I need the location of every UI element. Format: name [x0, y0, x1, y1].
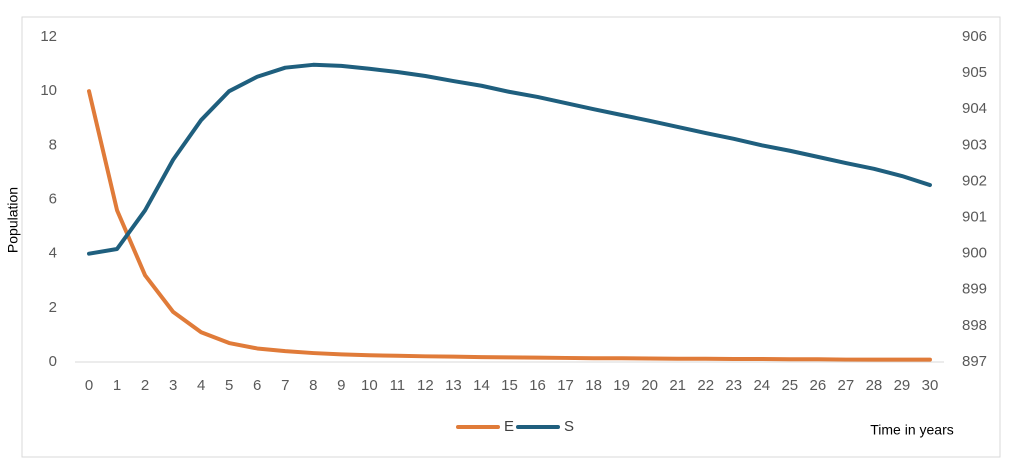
y2-tick-label: 899 — [962, 281, 987, 298]
y2-tick-label: 900 — [962, 245, 987, 262]
x-tick-label: 13 — [445, 377, 462, 394]
x-tick-label: 0 — [85, 377, 93, 394]
x-axis-title: Time in years — [870, 422, 954, 438]
x-tick-label: 23 — [725, 377, 742, 394]
y2-tick-label: 906 — [962, 28, 987, 45]
x-tick-label: 5 — [225, 377, 233, 394]
y2-tick-label: 901 — [962, 209, 987, 226]
x-tick-label: 15 — [501, 377, 518, 394]
x-tick-label: 3 — [169, 377, 177, 394]
y-axis-title: Population — [5, 187, 21, 253]
y2-tick-label: 898 — [962, 317, 987, 334]
x-tick-label: 7 — [281, 377, 289, 394]
x-tick-label: 19 — [613, 377, 630, 394]
y-tick-label: 0 — [49, 353, 57, 370]
y-tick-label: 2 — [49, 299, 57, 316]
x-tick-label: 27 — [838, 377, 855, 394]
x-tick-label: 28 — [866, 377, 883, 394]
x-tick-label: 2 — [141, 377, 149, 394]
series-line — [87, 89, 932, 362]
y-tick-label: 12 — [40, 28, 57, 45]
x-tick-label: 26 — [810, 377, 827, 394]
x-tick-label: 1 — [113, 377, 121, 394]
y2-tick-label: 905 — [962, 64, 987, 81]
y2-tick-label: 904 — [962, 100, 987, 117]
x-tick-label: 6 — [253, 377, 261, 394]
legend-label: S — [564, 418, 574, 435]
x-tick-label: 4 — [197, 377, 205, 394]
x-tick-label: 10 — [361, 377, 378, 394]
x-tick-label: 8 — [309, 377, 317, 394]
x-tick-label: 9 — [337, 377, 345, 394]
y-tick-label: 8 — [49, 136, 57, 153]
x-tick-label: 25 — [781, 377, 798, 394]
x-tick-label: 11 — [390, 377, 406, 394]
x-tick-label: 14 — [473, 377, 490, 394]
x-tick-label: 18 — [585, 377, 602, 394]
x-tick-label: 29 — [894, 377, 911, 394]
x-tick-label: 24 — [753, 377, 770, 394]
x-tick-label: 30 — [922, 377, 939, 394]
legend-label: E — [504, 418, 514, 435]
y2-tick-label: 897 — [962, 353, 987, 370]
series-line — [87, 62, 932, 256]
y-tick-label: 4 — [49, 245, 57, 262]
y2-tick-label: 903 — [962, 136, 987, 153]
y-tick-label: 6 — [49, 190, 57, 207]
x-tick-label: 12 — [417, 377, 434, 394]
y2-tick-label: 902 — [962, 172, 987, 189]
x-tick-label: 20 — [641, 377, 658, 394]
y-tick-label: 10 — [40, 82, 57, 99]
x-tick-label: 16 — [529, 377, 546, 394]
x-tick-label: 21 — [669, 377, 686, 394]
x-tick-label: 17 — [557, 377, 574, 394]
x-tick-label: 22 — [697, 377, 714, 394]
